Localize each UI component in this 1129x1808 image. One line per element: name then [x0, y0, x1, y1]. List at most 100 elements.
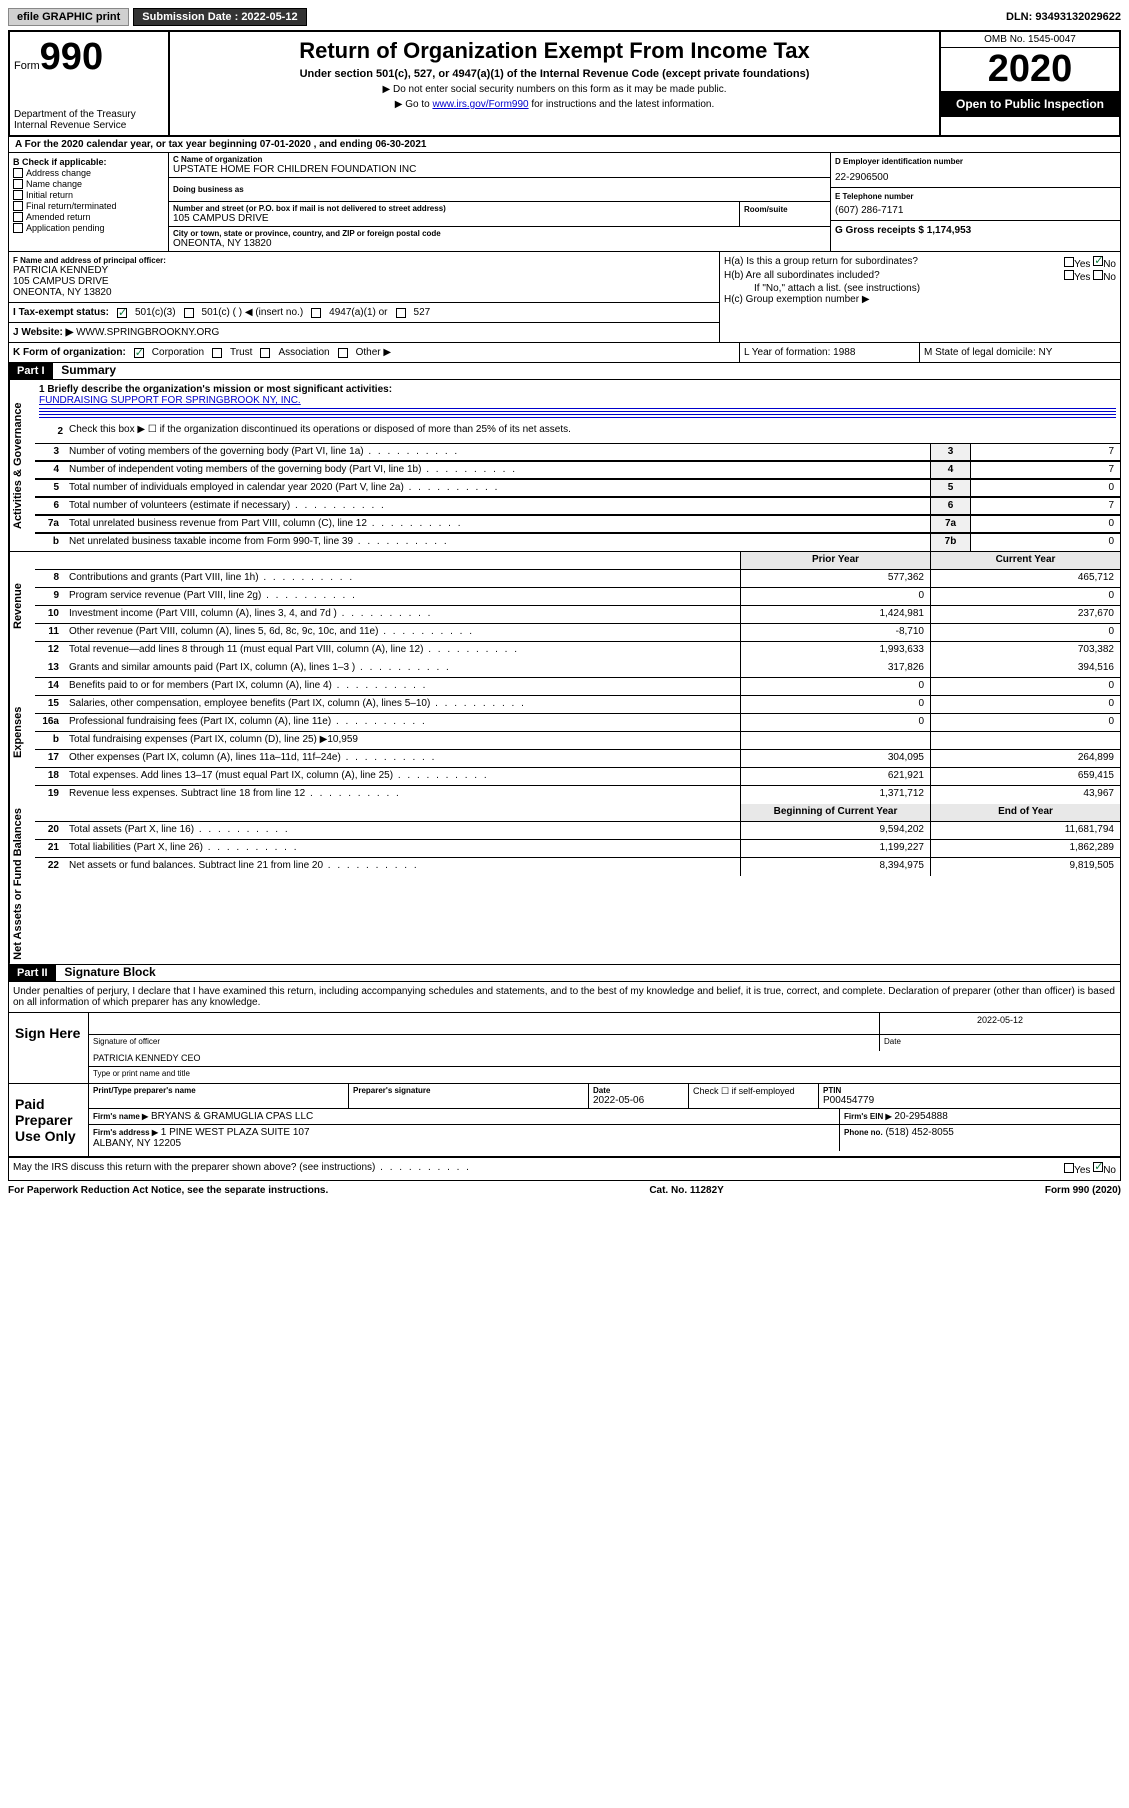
- chk-hb-no[interactable]: [1093, 270, 1103, 280]
- prior-value: 8,394,975: [740, 858, 930, 876]
- chk-name-change[interactable]: [13, 179, 23, 189]
- line-value: 7: [970, 444, 1120, 460]
- ein-value: 22-2906500: [835, 166, 1116, 183]
- chk-address-change[interactable]: [13, 168, 23, 178]
- chk-ha-yes[interactable]: [1064, 257, 1074, 267]
- prior-value: 1,424,981: [740, 606, 930, 623]
- chk-hb-yes[interactable]: [1064, 270, 1074, 280]
- line-value: 7: [970, 498, 1120, 514]
- instr-2: ▶ Go to www.irs.gov/Form990 for instruct…: [176, 99, 933, 110]
- chk-4947[interactable]: [311, 308, 321, 318]
- current-value: 1,862,289: [930, 840, 1120, 857]
- line1-label: 1 Briefly describe the organization's mi…: [39, 384, 1116, 395]
- prior-value: 317,826: [740, 660, 930, 677]
- current-value: 394,516: [930, 660, 1120, 677]
- line1-text[interactable]: FUNDRAISING SUPPORT FOR SPRINGBROOK NY, …: [39, 395, 1116, 406]
- prior-value: 1,371,712: [740, 786, 930, 804]
- instr-1: ▶ Do not enter social security numbers o…: [176, 84, 933, 95]
- line-num: b: [35, 732, 65, 749]
- chk-other[interactable]: [338, 348, 348, 358]
- col-prior-header: Prior Year: [740, 552, 930, 569]
- discuss-text: May the IRS discuss this return with the…: [13, 1162, 471, 1176]
- prior-value: 577,362: [740, 570, 930, 587]
- line-text: Contributions and grants (Part VIII, lin…: [65, 570, 740, 587]
- line-text: Investment income (Part VIII, column (A)…: [65, 606, 740, 623]
- line-text: Professional fundraising fees (Part IX, …: [65, 714, 740, 731]
- current-value: 264,899: [930, 750, 1120, 767]
- chk-assoc[interactable]: [260, 348, 270, 358]
- netassets-label: Net Assets or Fund Balances: [9, 804, 35, 964]
- line-text: Total revenue—add lines 8 through 11 (mu…: [65, 642, 740, 660]
- declaration: Under penalties of perjury, I declare th…: [8, 982, 1121, 1013]
- line-text: Revenue less expenses. Subtract line 18 …: [65, 786, 740, 804]
- chk-527[interactable]: [396, 308, 406, 318]
- submission-date-button[interactable]: Submission Date : 2022-05-12: [133, 8, 306, 26]
- officer-addr1: 105 CAMPUS DRIVE: [13, 276, 715, 287]
- prior-value: -8,710: [740, 624, 930, 641]
- line-text: Total fundraising expenses (Part IX, col…: [65, 732, 740, 749]
- col-end-header: End of Year: [930, 804, 1120, 821]
- box-f-label: F Name and address of principal officer:: [13, 256, 715, 265]
- line-num: 22: [35, 858, 65, 876]
- line-num: 5: [35, 480, 65, 496]
- line-value: 0: [970, 516, 1120, 532]
- chk-501c3[interactable]: [117, 308, 127, 318]
- current-value: 0: [930, 696, 1120, 713]
- chk-app-pending[interactable]: [13, 223, 23, 233]
- line-num: 4: [35, 462, 65, 478]
- website-value: WWW.SPRINGBROOKNY.ORG: [76, 327, 219, 338]
- form-id-box: Form 990 Department of the Treasury Inte…: [10, 32, 170, 135]
- prior-value: 1,199,227: [740, 840, 930, 857]
- line-num: 7a: [35, 516, 65, 532]
- prior-value: 1,993,633: [740, 642, 930, 660]
- website-label: J Website: ▶: [13, 327, 73, 338]
- line-text: Total expenses. Add lines 13–17 (must eq…: [65, 768, 740, 785]
- chk-corp[interactable]: [134, 348, 144, 358]
- line-num: 8: [35, 570, 65, 587]
- tax-exempt-label: I Tax-exempt status:: [13, 307, 109, 318]
- org-name: UPSTATE HOME FOR CHILDREN FOUNDATION INC: [173, 164, 826, 175]
- sig-officer-label: Signature of officer: [89, 1035, 879, 1051]
- part2-header: Part II: [9, 965, 56, 981]
- part2-title: Signature Block: [58, 963, 161, 981]
- line-text: Total number of volunteers (estimate if …: [65, 498, 930, 514]
- line-num: 11: [35, 624, 65, 641]
- phone-label-e: E Telephone number: [835, 192, 1116, 201]
- current-value: 0: [930, 714, 1120, 731]
- box-b: B Check if applicable: Address change Na…: [9, 153, 169, 251]
- line-text: Other expenses (Part IX, column (A), lin…: [65, 750, 740, 767]
- title-main: Return of Organization Exempt From Incom…: [176, 38, 933, 64]
- chk-initial-return[interactable]: [13, 190, 23, 200]
- chk-501c[interactable]: [184, 308, 194, 318]
- prior-value: 0: [740, 588, 930, 605]
- line-num: b: [35, 534, 65, 551]
- current-value: 703,382: [930, 642, 1120, 660]
- line-num: 12: [35, 642, 65, 660]
- box-c-label: C Name of organization: [173, 155, 826, 164]
- line-text: Total assets (Part X, line 16): [65, 822, 740, 839]
- line-a: A For the 2020 calendar year, or tax yea…: [8, 137, 1121, 153]
- chk-discuss-no[interactable]: [1093, 1162, 1103, 1172]
- line-value: 0: [970, 480, 1120, 496]
- line-text: Number of voting members of the governin…: [65, 444, 930, 460]
- footer-right: Form 990 (2020): [1045, 1185, 1121, 1196]
- line-text: Benefits paid to or for members (Part IX…: [65, 678, 740, 695]
- current-value: 465,712: [930, 570, 1120, 587]
- line-num: 16a: [35, 714, 65, 731]
- form-number: 990: [40, 36, 103, 79]
- chk-ha-no[interactable]: [1093, 256, 1103, 266]
- prior-value: 304,095: [740, 750, 930, 767]
- line-num: 17: [35, 750, 65, 767]
- chk-trust[interactable]: [212, 348, 222, 358]
- chk-final-return[interactable]: [13, 201, 23, 211]
- chk-amended[interactable]: [13, 212, 23, 222]
- box-k-label: K Form of organization:: [13, 347, 126, 358]
- line2-text: Check this box ▶ ☐ if the organization d…: [69, 424, 1116, 439]
- line-text: Program service revenue (Part VIII, line…: [65, 588, 740, 605]
- tax-year: 2020: [941, 48, 1119, 91]
- chk-discuss-yes[interactable]: [1064, 1163, 1074, 1173]
- line-num: 15: [35, 696, 65, 713]
- efile-button[interactable]: efile GRAPHIC print: [8, 8, 129, 26]
- form990-link[interactable]: www.irs.gov/Form990: [432, 99, 528, 110]
- line-num: 13: [35, 660, 65, 677]
